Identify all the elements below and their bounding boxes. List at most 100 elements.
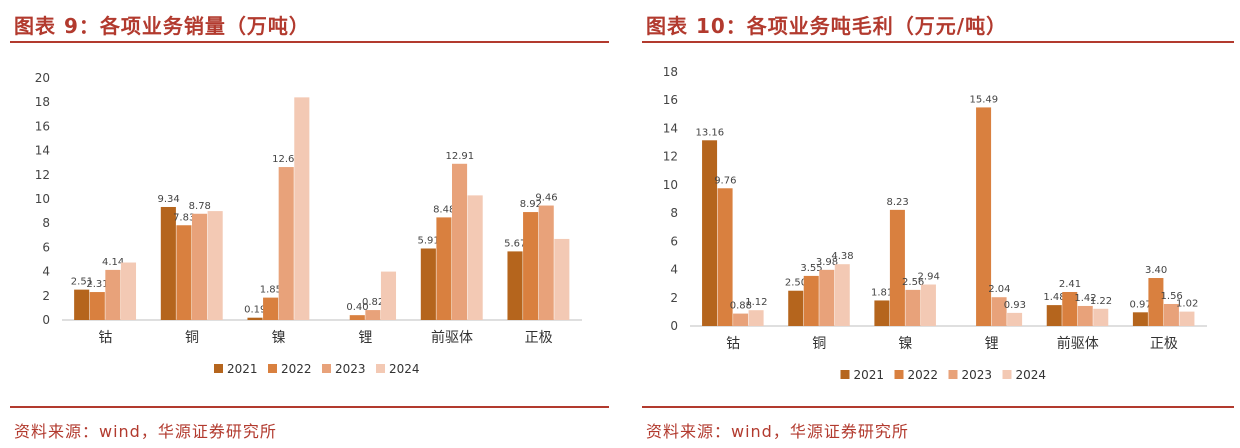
- bar-2021: [1132, 312, 1148, 326]
- data-label: 12.91: [445, 151, 474, 162]
- bar-2023: [1163, 303, 1179, 326]
- x-tick-label: 钴: [726, 336, 740, 352]
- bar-2024: [294, 97, 310, 320]
- y-tick-label: 10: [35, 192, 50, 206]
- x-tick-label: 钴: [98, 330, 112, 346]
- y-tick-label: 14: [663, 121, 678, 135]
- legend-swatch-2022: [894, 370, 904, 379]
- bar-2024: [748, 310, 764, 326]
- data-label: 2.94: [918, 272, 940, 283]
- x-tick-label: 锂: [985, 336, 999, 352]
- bar-2024: [207, 211, 223, 320]
- legend-label: 2023: [962, 368, 993, 382]
- bar-2024: [554, 238, 570, 320]
- legend-label: 2021: [854, 368, 885, 382]
- data-label: 3.40: [1145, 265, 1167, 276]
- data-label: 9.46: [535, 193, 557, 204]
- x-tick-label: 铜: [812, 336, 826, 352]
- bar-2024: [380, 271, 397, 320]
- data-label: 0.82: [362, 297, 384, 308]
- chart-title: 图表 10：各项业务吨毛利（万元/吨）: [646, 14, 1008, 38]
- legend-label: 2024: [1016, 368, 1047, 382]
- bar-2021: [74, 289, 90, 320]
- x-tick-label: 镍: [898, 336, 912, 352]
- x-tick-label: 前驱体: [431, 329, 473, 346]
- data-label: 9.76: [714, 175, 736, 186]
- source-rule: [10, 406, 609, 408]
- data-label: 8.48: [433, 204, 455, 215]
- data-label: 8.23: [887, 197, 909, 208]
- y-tick-label: 10: [663, 178, 678, 192]
- bar-2021: [247, 317, 263, 320]
- sales-volume-chart: 024681012141618202.512.314.14钴9.347.838.…: [35, 71, 582, 376]
- data-label: 1.81: [871, 287, 893, 298]
- y-tick-label: 8: [670, 206, 678, 220]
- title-rule: [10, 41, 609, 43]
- bar-2023: [1077, 305, 1093, 326]
- bar-2024: [467, 195, 483, 320]
- y-tick-label: 6: [42, 240, 50, 254]
- bar-2021: [702, 140, 718, 326]
- bar-2024: [1093, 308, 1109, 326]
- source-note: 资料来源：wind，华源证券研究所: [646, 422, 909, 441]
- bar-2022: [717, 188, 733, 326]
- data-label: 4.14: [102, 257, 124, 268]
- bar-2023: [538, 205, 554, 320]
- data-label: 1.48: [1043, 292, 1065, 303]
- bar-2021: [420, 248, 436, 320]
- y-tick-label: 14: [35, 144, 50, 158]
- data-label: 8.78: [189, 201, 211, 212]
- y-tick-label: 4: [42, 265, 50, 279]
- data-label: 0.88: [730, 301, 752, 312]
- data-label: 15.49: [970, 94, 999, 105]
- bar-2022: [263, 297, 279, 320]
- x-tick-label: 正极: [525, 330, 553, 346]
- y-tick-label: 0: [42, 313, 50, 327]
- bar-2022: [89, 292, 105, 320]
- data-label: 1.22: [1090, 296, 1112, 307]
- bar-2023: [105, 269, 121, 320]
- bar-2023: [991, 297, 1007, 326]
- legend-label: 2022: [281, 362, 312, 376]
- y-tick-label: 20: [35, 71, 50, 85]
- bar-2022: [349, 315, 365, 320]
- panel-sales-volume: 图表 9：各项业务销量（万吨） 0 2 4 6 8 10 12 14 16 18 20 2.51 2.3…: [0, 0, 615, 448]
- data-label: 1.42: [1074, 293, 1096, 304]
- data-label: 5.91: [417, 235, 439, 246]
- bar-2023: [733, 313, 749, 326]
- data-label: 1.85: [260, 285, 282, 296]
- bar-2021: [788, 290, 804, 326]
- data-label: 2.56: [902, 277, 924, 288]
- chart-title: 图表 9：各项业务销量（万吨）: [14, 14, 310, 38]
- data-label: 2.04: [988, 284, 1010, 295]
- legend-label: 2023: [335, 362, 366, 376]
- data-label: 1.56: [1161, 291, 1183, 302]
- y-tick-label: 2: [670, 291, 678, 305]
- legend-label: 2022: [908, 368, 939, 382]
- data-label: 3.98: [816, 257, 838, 268]
- bar-2022: [803, 275, 819, 326]
- bar-2023: [192, 213, 208, 320]
- data-label: 9.34: [157, 194, 179, 205]
- bar-2022: [1148, 278, 1164, 326]
- legend-swatch-2021: [214, 364, 223, 373]
- data-label: 7.83: [173, 212, 195, 223]
- bar-2023: [365, 310, 381, 320]
- data-label: 2.51: [71, 277, 93, 288]
- bar-2023: [452, 163, 468, 320]
- legend-swatch-2023: [948, 370, 958, 379]
- y-tick-label: 12: [663, 150, 678, 164]
- data-label: 1.12: [745, 297, 767, 308]
- bar-2022: [523, 212, 539, 320]
- bar-2024: [120, 262, 137, 320]
- bar-2023: [278, 167, 294, 320]
- data-label: 4.38: [831, 251, 853, 262]
- y-tick-label: 4: [670, 263, 678, 277]
- data-label: 0.40: [346, 302, 368, 313]
- bar-2021: [874, 300, 890, 326]
- x-tick-label: 锂: [358, 330, 372, 346]
- source-rule: [642, 406, 1234, 408]
- bar-2023: [905, 289, 921, 326]
- legend-label: 2024: [389, 362, 420, 376]
- y-tick-label: 8: [42, 216, 50, 230]
